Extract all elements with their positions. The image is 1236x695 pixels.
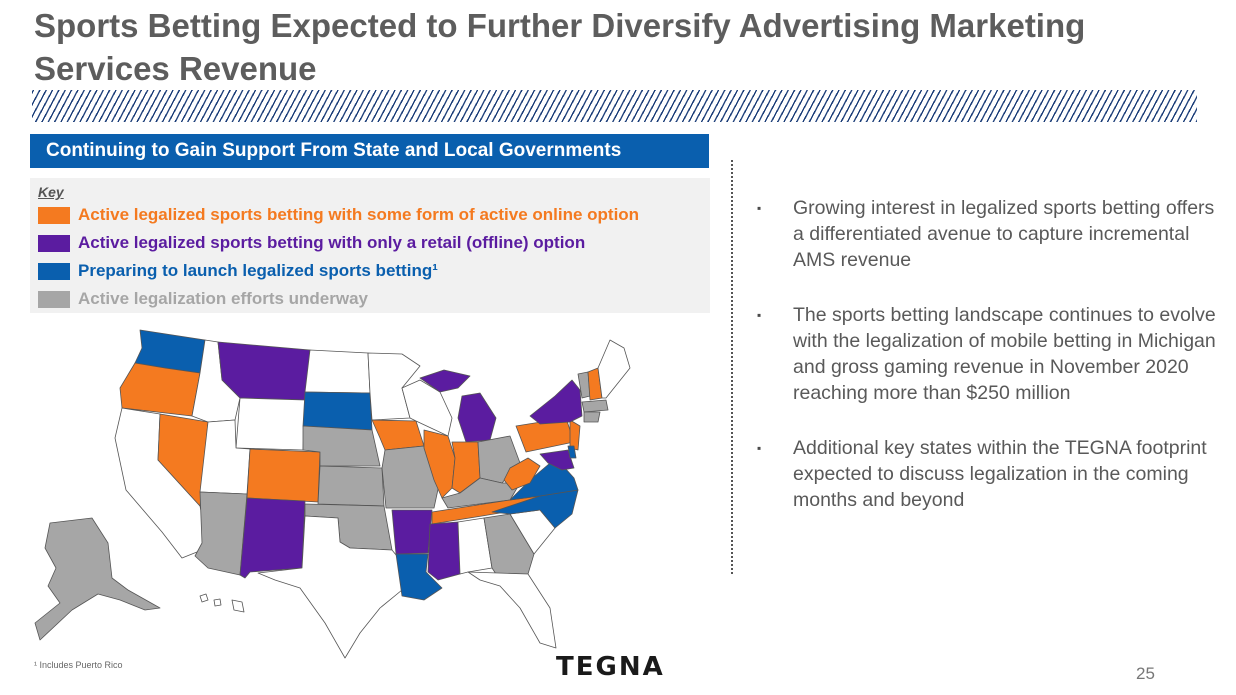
state-arkansas — [391, 509, 433, 555]
state-alabama — [457, 517, 493, 575]
state-michigan-upper — [419, 369, 471, 393]
state-arizona — [194, 491, 248, 576]
state-michigan-lower — [457, 392, 497, 443]
state-hawaii-2 — [213, 598, 222, 607]
key-swatch-orange — [38, 206, 70, 224]
state-florida — [467, 571, 557, 649]
key-label: Active legalized sports betting with som… — [78, 205, 640, 224]
key-swatch-purple — [38, 234, 70, 252]
key-item-online: Active legalized sports betting with som… — [38, 201, 710, 229]
state-kansas — [317, 465, 385, 507]
key-item-efforts: Active legalization efforts underway — [38, 285, 710, 313]
state-maine — [597, 339, 631, 399]
bullet-text: Growing interest in legalized sports bet… — [793, 197, 1215, 271]
state-wyoming — [235, 397, 306, 451]
state-north-dakota — [304, 349, 371, 394]
vertical-divider — [731, 160, 733, 574]
state-illinois — [423, 429, 456, 499]
key-item-preparing: Preparing to launch legalized sports bet… — [38, 257, 710, 285]
square-bullet-icon: ▪ — [757, 308, 762, 322]
bullet-item: ▪ The sports betting landscape continues… — [757, 302, 1217, 406]
bullet-item: ▪ Additional key states within the TEGNA… — [757, 435, 1217, 513]
state-nevada — [157, 413, 209, 507]
us-states-map — [34, 329, 631, 659]
state-new-york — [529, 379, 583, 425]
bullet-list: ▪ Growing interest in legalized sports b… — [757, 195, 1217, 542]
state-new-jersey — [569, 419, 581, 451]
slide-title: Sports Betting Expected to Further Diver… — [34, 7, 1086, 87]
tegna-logo: TEGNA — [556, 652, 665, 682]
key-swatch-blue — [38, 262, 70, 280]
state-massachusetts — [581, 399, 609, 413]
state-new-mexico — [239, 497, 306, 579]
state-iowa — [371, 419, 425, 451]
state-south-dakota — [302, 391, 373, 431]
state-connecticut — [583, 411, 601, 423]
key-label: Active legalization efforts underway — [78, 289, 369, 308]
section-banner: Continuing to Gain Support From State an… — [30, 134, 709, 168]
state-alaska — [34, 517, 161, 641]
bullet-text: The sports betting landscape continues t… — [793, 304, 1216, 404]
map-key: Key Active legalized sports betting with… — [30, 178, 710, 313]
square-bullet-icon: ▪ — [757, 441, 762, 455]
key-title: Key — [38, 184, 64, 200]
state-hawaii-1 — [199, 593, 209, 603]
title-hatch-divider — [32, 90, 1197, 122]
key-label: Active legalized sports betting with onl… — [78, 233, 586, 252]
state-wisconsin — [401, 379, 453, 437]
bullet-item: ▪ Growing interest in legalized sports b… — [757, 195, 1217, 273]
page-number: 25 — [1136, 664, 1155, 683]
state-hawaii-3 — [231, 599, 245, 613]
state-west-virginia — [503, 457, 541, 491]
bullet-text: Additional key states within the TEGNA f… — [793, 437, 1207, 511]
state-colorado — [246, 448, 321, 503]
state-texas — [257, 515, 406, 659]
key-swatch-gray — [38, 290, 70, 308]
state-oregon — [119, 362, 201, 417]
square-bullet-icon: ▪ — [757, 201, 762, 215]
footnote: ¹ Includes Puerto Rico — [34, 660, 123, 670]
state-maryland — [539, 449, 575, 471]
key-item-retail: Active legalized sports betting with onl… — [38, 229, 710, 257]
state-mississippi — [427, 521, 461, 581]
key-label: Preparing to launch legalized sports bet… — [78, 261, 438, 280]
state-louisiana — [395, 553, 443, 601]
state-delaware — [567, 445, 577, 459]
